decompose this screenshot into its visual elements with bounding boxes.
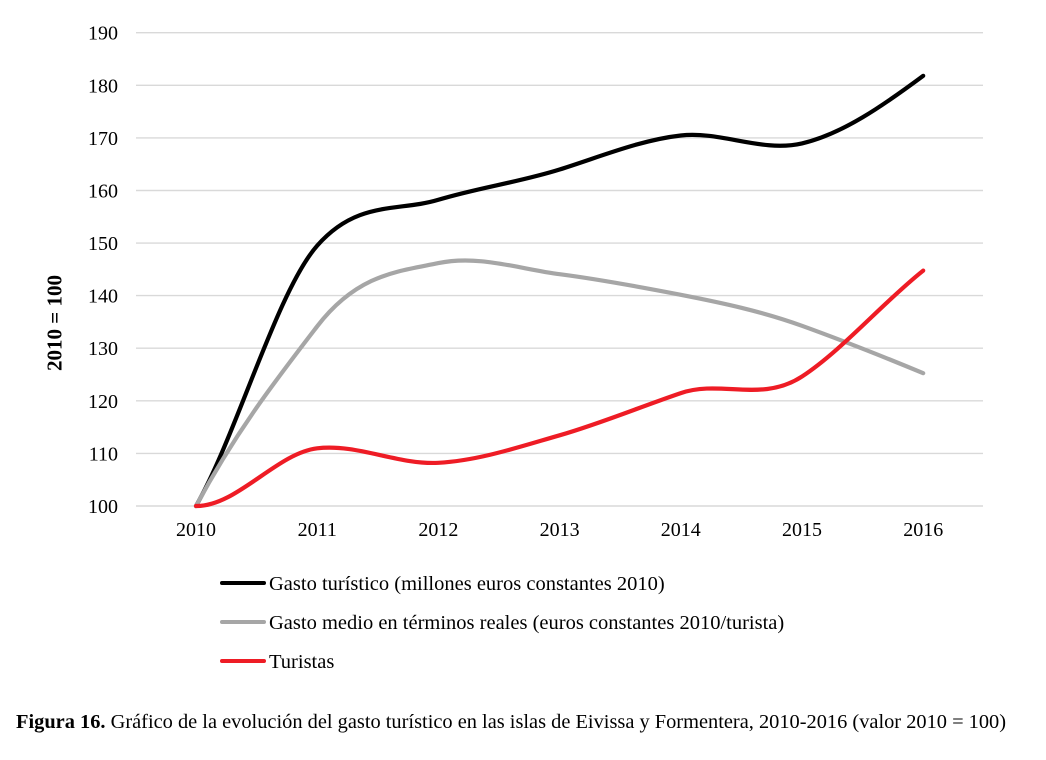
svg-text:150: 150: [88, 233, 118, 255]
svg-text:2014: 2014: [661, 519, 701, 541]
svg-text:130: 130: [88, 338, 118, 360]
svg-text:Gasto turístico (millones euro: Gasto turístico (millones euros constant…: [269, 573, 665, 595]
svg-text:160: 160: [88, 181, 118, 203]
svg-text:100: 100: [88, 496, 118, 518]
svg-text:Turistas: Turistas: [269, 651, 334, 673]
svg-text:2010 = 100: 2010 = 100: [43, 275, 67, 371]
svg-text:Figura 16. Gráfico de la evolu: Figura 16. Gráfico de la evolución del g…: [16, 711, 1006, 733]
svg-text:180: 180: [88, 75, 118, 97]
svg-text:2016: 2016: [903, 519, 943, 541]
svg-text:140: 140: [88, 286, 118, 308]
svg-text:2012: 2012: [418, 519, 458, 541]
svg-text:2013: 2013: [540, 519, 580, 541]
svg-text:190: 190: [88, 23, 118, 45]
svg-text:Gasto medio en términos reales: Gasto medio en términos reales (euros co…: [269, 612, 784, 634]
svg-text:2011: 2011: [298, 519, 337, 541]
svg-text:2010: 2010: [176, 519, 216, 541]
svg-text:110: 110: [89, 443, 118, 465]
svg-text:170: 170: [88, 128, 118, 150]
svg-text:2015: 2015: [782, 519, 822, 541]
svg-text:120: 120: [88, 391, 118, 413]
